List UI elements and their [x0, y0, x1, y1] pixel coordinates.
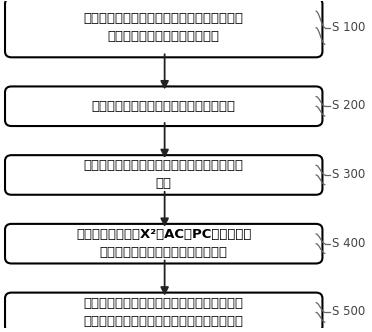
- FancyBboxPatch shape: [5, 86, 323, 126]
- Text: S 200: S 200: [332, 99, 366, 112]
- FancyBboxPatch shape: [5, 155, 323, 195]
- Text: S 400: S 400: [332, 236, 366, 250]
- Text: 划分各层的植物功能群和乔灌草结合的植物功
能群。根据不同情景选择相应的植物搭配模式: 划分各层的植物功能群和乔灌草结合的植物功 能群。根据不同情景选择相应的植物搭配模…: [84, 297, 244, 328]
- Text: 用群落生态学方法调查森林生态系统植物: 用群落生态学方法调查森林生态系统植物: [92, 100, 236, 113]
- Text: S 100: S 100: [332, 21, 366, 34]
- FancyBboxPatch shape: [5, 224, 323, 264]
- Text: 确定各层优势种，分析其在环境梯度下的分布
状况: 确定各层优势种，分析其在环境梯度下的分布 状况: [84, 159, 244, 191]
- FancyBboxPatch shape: [5, 0, 323, 57]
- FancyBboxPatch shape: [5, 292, 323, 332]
- Text: S 500: S 500: [332, 305, 365, 318]
- Text: 寻找与目标区域距离最近，生态环境条件最接
近，保存最完整的森林生态系统: 寻找与目标区域距离最近，生态环境条件最接 近，保存最完整的森林生态系统: [84, 12, 244, 43]
- Text: 种间联结分析：经X²、AC、PC。各层的种
间分析，乔灌草结合的种间联结分析: 种间联结分析：经X²、AC、PC。各层的种 间分析，乔灌草结合的种间联结分析: [76, 228, 251, 259]
- Text: S 300: S 300: [332, 168, 365, 181]
